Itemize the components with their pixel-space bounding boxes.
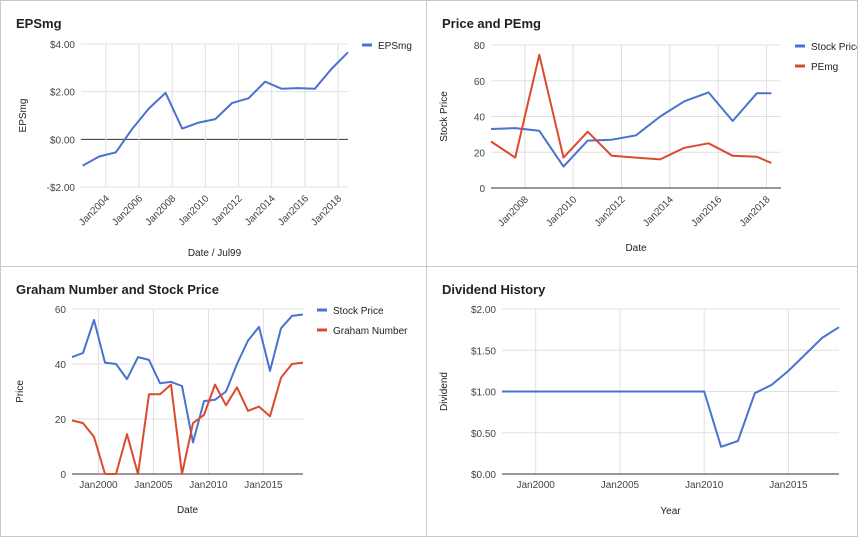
x-tick-label: Jan2018 xyxy=(309,193,344,228)
y-axis-title: EPSmg xyxy=(18,99,29,133)
y-tick-label: $0.00 xyxy=(50,135,75,146)
series-line-stock-price xyxy=(490,91,772,168)
x-tick-label: Jan2010 xyxy=(189,480,228,491)
x-axis-title: Date xyxy=(177,505,199,516)
series-line-pemg xyxy=(490,53,772,164)
x-tick-label: Jan2004 xyxy=(77,193,112,228)
x-tick-label: Jan2000 xyxy=(517,480,556,491)
x-tick-label: Jan2008 xyxy=(496,194,531,229)
y-tick-label: 60 xyxy=(474,77,486,88)
y-tick-label: -$2.00 xyxy=(47,183,76,194)
x-tick-label: Jan2014 xyxy=(243,193,278,228)
chart-title: EPSmg xyxy=(16,16,62,31)
x-tick-label: Jan2008 xyxy=(143,193,178,228)
y-tick-label: $0.00 xyxy=(471,470,496,481)
y-axis-title: Dividend xyxy=(439,372,450,411)
x-tick-label: Jan2000 xyxy=(79,480,118,491)
legend-label: Stock Price xyxy=(811,42,858,53)
x-tick-label: Jan2010 xyxy=(177,193,212,228)
y-tick-label: 80 xyxy=(474,41,486,52)
series-line-epsmg xyxy=(82,51,349,167)
series-line-dividend xyxy=(502,326,840,448)
y-tick-label: 60 xyxy=(55,305,67,316)
x-axis-title: Year xyxy=(660,506,681,517)
chart-svg: Graham Number and Stock Price 0 20 40 60 Jan2… xyxy=(15,282,408,516)
x-axis-title: Date xyxy=(625,243,647,254)
x-tick-label: Jan2014 xyxy=(641,194,676,229)
y-tick-label: 0 xyxy=(479,184,485,195)
y-tick-label: $0.50 xyxy=(471,429,496,440)
y-tick-label: 20 xyxy=(55,415,67,426)
chart-panel-dividend-history: Dividend History $0.00 $0.50 $1.00 $1.50 $2.0… xyxy=(426,266,858,537)
x-tick-label: Jan2016 xyxy=(276,193,311,228)
legend-label: EPSmg xyxy=(378,41,412,52)
series-line-stock-price xyxy=(71,313,304,444)
y-tick-label: $1.50 xyxy=(471,346,496,357)
x-tick-label: Jan2012 xyxy=(210,193,245,228)
y-tick-label: 0 xyxy=(60,470,66,481)
y-tick-label: 20 xyxy=(474,148,486,159)
chart-panel-price-pemg: Price and PEmg 0 20 40 60 80 Jan2008 Jan2010 Jan… xyxy=(426,0,858,267)
y-tick-label: 40 xyxy=(474,113,486,124)
x-tick-label: Jan2016 xyxy=(689,194,724,229)
x-tick-label: Jan2010 xyxy=(685,480,724,491)
y-axis-title: Price xyxy=(15,380,26,403)
x-tick-label: Jan2012 xyxy=(593,194,628,229)
y-tick-label: 40 xyxy=(55,360,67,371)
y-tick-label: $2.00 xyxy=(471,305,496,316)
y-axis-title: Stock Price xyxy=(439,91,450,142)
x-tick-label: Jan2005 xyxy=(134,480,173,491)
series-line-graham-number xyxy=(71,361,304,475)
chart-panel-epsmg: EPSmg -$2.00 $0.00 $2.00 $4.00 Jan2004 Jan2006… xyxy=(0,0,427,267)
x-tick-label: Jan2018 xyxy=(738,194,773,229)
y-tick-label: $2.00 xyxy=(50,88,75,99)
chart-panel-graham-number: Graham Number and Stock Price 0 20 40 60 Jan2… xyxy=(0,266,427,537)
x-tick-label: Jan2015 xyxy=(244,480,283,491)
chart-title: Dividend History xyxy=(442,282,546,297)
x-tick-label: Jan2006 xyxy=(110,193,145,228)
chart-svg: Dividend History $0.00 $0.50 $1.00 $1.50 $2.0… xyxy=(439,282,840,517)
legend-label: Stock Price xyxy=(333,306,384,317)
y-tick-label: $4.00 xyxy=(50,40,75,51)
chart-title: Graham Number and Stock Price xyxy=(16,282,219,297)
x-axis-title: Date / Jul99 xyxy=(188,248,242,259)
x-tick-label: Jan2010 xyxy=(544,194,579,229)
legend-label: PEmg xyxy=(811,62,838,73)
x-tick-label: Jan2005 xyxy=(601,480,640,491)
legend-label: Graham Number xyxy=(333,326,408,337)
x-tick-label: Jan2015 xyxy=(769,480,808,491)
chart-title: Price and PEmg xyxy=(442,16,541,31)
chart-svg: EPSmg -$2.00 $0.00 $2.00 $4.00 Jan2004Jan2006… xyxy=(16,16,412,259)
chart-svg: Price and PEmg 0 20 40 60 80 Jan2008 Jan2010 Jan… xyxy=(439,16,858,254)
y-tick-label: $1.00 xyxy=(471,388,496,399)
